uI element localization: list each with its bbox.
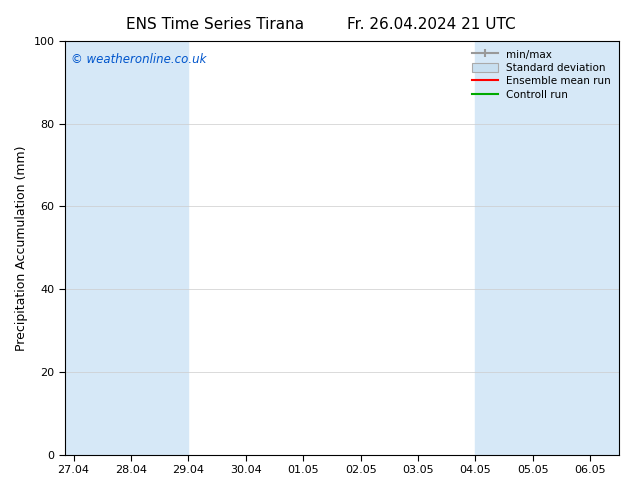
Y-axis label: Precipitation Accumulation (mm): Precipitation Accumulation (mm) <box>15 145 28 350</box>
Bar <box>65 41 188 455</box>
Legend: min/max, Standard deviation, Ensemble mean run, Controll run: min/max, Standard deviation, Ensemble me… <box>469 46 614 103</box>
Text: Fr. 26.04.2024 21 UTC: Fr. 26.04.2024 21 UTC <box>347 17 515 32</box>
Bar <box>476 41 619 455</box>
Text: © weatheronline.co.uk: © weatheronline.co.uk <box>70 53 206 67</box>
Text: ENS Time Series Tirana: ENS Time Series Tirana <box>127 17 304 32</box>
